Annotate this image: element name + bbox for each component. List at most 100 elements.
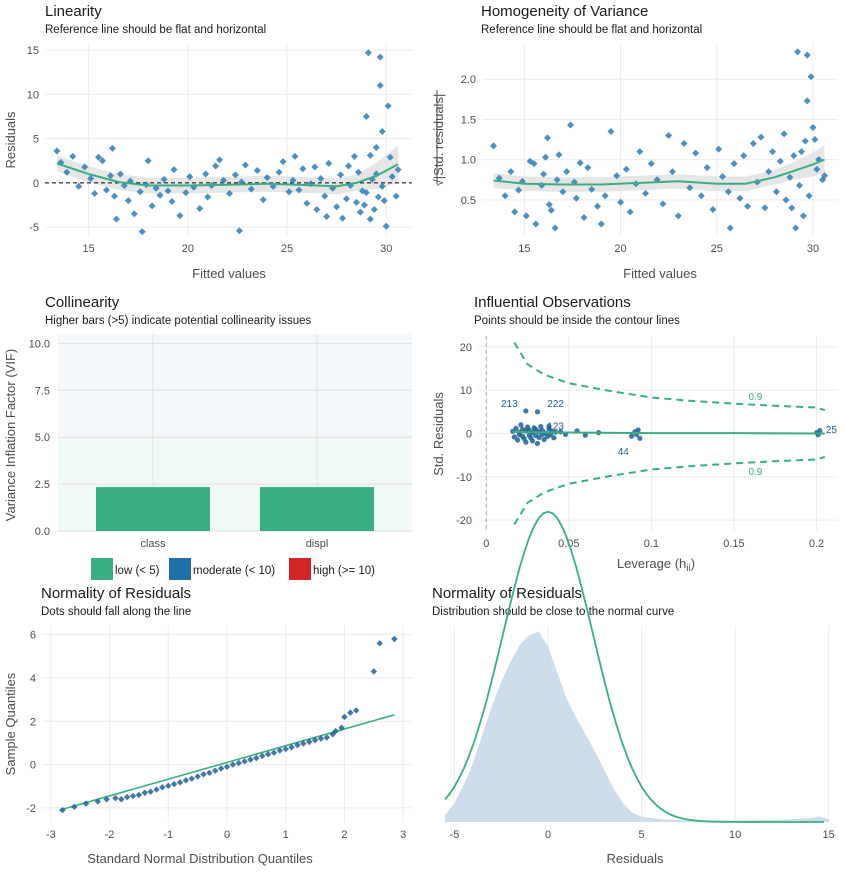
qq-point: [123, 793, 131, 801]
legend-swatch-high: [289, 558, 311, 580]
residual-point: [659, 200, 667, 208]
residual-point: [124, 197, 132, 205]
residual-point: [572, 194, 580, 202]
y-axis-label: Residuals: [3, 111, 18, 169]
contour-label: 0.9: [748, 392, 762, 403]
residual-point: [99, 157, 107, 165]
residual-point: [803, 97, 811, 105]
qq-point: [71, 803, 78, 811]
residual-point: [551, 224, 559, 232]
residual-point: [225, 190, 233, 198]
residual-point: [364, 49, 372, 57]
x-tick-label: 1: [283, 829, 289, 841]
residual-point: [813, 165, 821, 173]
residual-point: [553, 176, 561, 184]
residual-point: [235, 227, 243, 235]
x-tick-label: 10: [729, 829, 741, 841]
qq-point: [300, 740, 307, 747]
qq-point: [170, 780, 178, 788]
residual-point: [231, 171, 239, 179]
qq-point: [212, 767, 219, 774]
trend-ribbon: [493, 145, 825, 192]
x-tick-label: 0.2: [809, 538, 824, 550]
residual-point: [362, 189, 370, 197]
residual-density: [445, 631, 829, 822]
residual-point: [796, 181, 804, 189]
residual-point: [321, 192, 329, 200]
residual-point: [765, 168, 773, 176]
y-tick-label: 0: [466, 429, 472, 441]
panel-subtitle: Higher bars (>5) indicate potential coll…: [45, 315, 311, 327]
residual-point: [220, 176, 228, 184]
contour-label: 0.9: [748, 467, 762, 478]
residual-point: [805, 192, 813, 200]
x-tick-label: 0.15: [723, 538, 744, 550]
qq-point: [264, 751, 272, 758]
y-tick-label: 2.5: [35, 479, 50, 491]
residual-point: [811, 136, 819, 143]
residual-point: [530, 160, 538, 168]
plot-grid: [482, 43, 838, 236]
residual-point: [674, 212, 682, 220]
residual-point: [626, 208, 634, 216]
panel-title: Influential Observations: [474, 294, 631, 311]
qq-point: [194, 773, 201, 780]
x-axis-label-main: Leverage (h: [617, 556, 686, 571]
x-axis-label-sub: ii: [686, 563, 690, 574]
residual-point: [780, 130, 788, 138]
qq-reference-line: [59, 714, 395, 811]
residual-point: [786, 173, 794, 181]
residual-point: [69, 152, 77, 160]
residual-point: [801, 137, 809, 145]
residual-point: [622, 165, 630, 173]
qq-point: [223, 763, 231, 770]
residual-point: [797, 148, 805, 156]
x-axis-label: Leverage (hii): [617, 556, 695, 574]
residual-point: [388, 173, 396, 181]
y-tick-label: 2: [30, 716, 36, 728]
x-tick-label: 15: [823, 829, 835, 841]
residual-point: [253, 166, 261, 174]
residual-point: [788, 204, 796, 212]
panel-title: Normality of Residuals: [41, 585, 191, 602]
x-tick-label: class: [140, 538, 166, 550]
x-axis-label-end: ): [691, 556, 695, 571]
residual-point: [299, 165, 307, 173]
residual-point: [522, 212, 530, 220]
residual-point: [744, 202, 752, 210]
y-tick-label: -2: [26, 803, 36, 815]
observation-point: [541, 436, 547, 443]
residual-point: [333, 203, 341, 211]
qq-point: [282, 745, 289, 753]
panel-subtitle: Dots should fall along the line: [41, 606, 191, 618]
panel-title: Collinearity: [45, 294, 120, 311]
residual-point: [769, 148, 777, 156]
residual-point: [354, 168, 362, 176]
qq-point: [206, 769, 213, 777]
x-axis-label: Fitted values: [623, 266, 697, 281]
residual-point: [325, 159, 333, 167]
influence-plot: 0.9 0.9 213 222 123 44 25: [485, 336, 837, 531]
x-tick-label: 15: [518, 243, 530, 255]
normal-curve: [444, 510, 824, 823]
residual-point: [636, 148, 644, 156]
residual-point: [156, 191, 164, 199]
residual-point: [555, 151, 563, 159]
qq-point: [306, 738, 313, 746]
residual-point: [285, 188, 293, 196]
residual-point: [81, 163, 89, 171]
vif-bar: [96, 487, 210, 531]
residual-point: [495, 174, 503, 182]
residual-point: [362, 112, 370, 120]
qq-point: [153, 786, 160, 793]
y-tick-label: -10: [456, 472, 472, 484]
trend-line: [512, 430, 825, 435]
residual-point: [547, 206, 555, 214]
residual-point: [532, 220, 540, 228]
residual-point: [106, 172, 114, 180]
residual-point: [703, 164, 711, 172]
observation-point: [538, 423, 544, 430]
x-tick-label: 30: [380, 243, 392, 255]
x-tick-label: 0: [545, 829, 551, 841]
y-tick-label: 0: [33, 178, 39, 190]
